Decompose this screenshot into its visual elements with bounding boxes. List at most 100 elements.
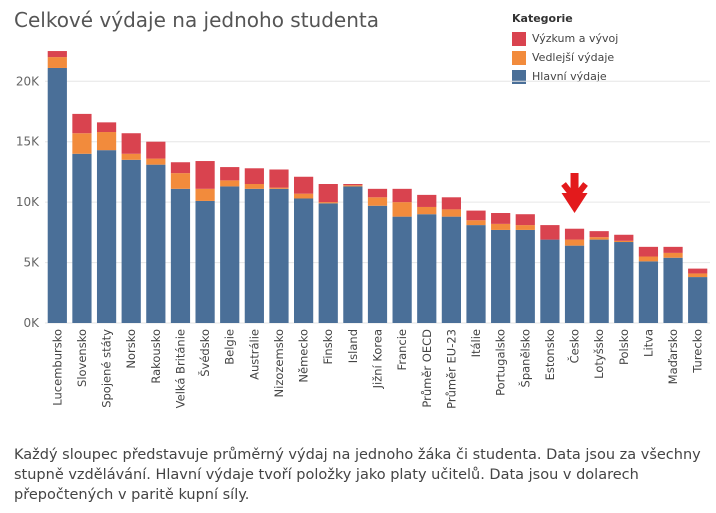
bar-segment[interactable] xyxy=(244,168,264,184)
bar-segment[interactable] xyxy=(491,223,511,230)
x-tick-label: Austrálie xyxy=(247,329,261,380)
bar-segment[interactable] xyxy=(96,122,117,133)
legend-item-core[interactable]: Hlavní výdaje xyxy=(512,67,618,86)
bar-segment[interactable] xyxy=(269,187,289,189)
bar-segment[interactable] xyxy=(466,225,486,323)
bar-segment[interactable] xyxy=(688,273,708,278)
bar-segment[interactable] xyxy=(663,246,683,253)
bar-segment[interactable] xyxy=(170,162,191,174)
bar-segment[interactable] xyxy=(367,205,388,323)
x-tick-label: Estonsko xyxy=(543,329,557,380)
bar-segment[interactable] xyxy=(466,210,486,221)
legend-item-research[interactable]: Výzkum a vývoj xyxy=(512,29,618,48)
bar-segment[interactable] xyxy=(638,246,659,257)
bar-segment[interactable] xyxy=(515,214,535,226)
bar-segment[interactable] xyxy=(663,257,683,323)
bar-segment[interactable] xyxy=(121,153,141,160)
bar-segment[interactable] xyxy=(614,240,634,243)
bar-segment[interactable] xyxy=(564,228,585,240)
x-tick-label: Nizozemsko xyxy=(272,329,286,397)
bar-segment[interactable] xyxy=(294,176,314,194)
x-tick-label: Průměr EU-23 xyxy=(444,329,458,409)
bar-segment[interactable] xyxy=(688,277,708,323)
x-tick-label: Spojené státy xyxy=(100,329,114,408)
legend-title: Kategorie xyxy=(512,12,573,25)
bar-segment[interactable] xyxy=(367,197,388,206)
bar-segment[interactable] xyxy=(294,193,314,199)
bar-segment[interactable] xyxy=(244,188,264,323)
bar-segment[interactable] xyxy=(441,197,461,210)
bar-segment[interactable] xyxy=(72,133,92,154)
bar-segment[interactable] xyxy=(220,167,240,181)
bar-segment[interactable] xyxy=(195,188,215,201)
bar-segment[interactable] xyxy=(47,67,67,324)
x-tick-label: Island xyxy=(346,329,360,363)
bar-segment[interactable] xyxy=(146,164,166,323)
bar-segment[interactable] xyxy=(638,256,659,262)
bar-segment[interactable] xyxy=(417,194,437,207)
legend-swatch-ancillary xyxy=(512,50,526,65)
bar-segment[interactable] xyxy=(417,206,437,215)
bar-segment[interactable] xyxy=(564,245,585,323)
bar-segment[interactable] xyxy=(72,153,92,323)
legend-label-ancillary: Vedlejší výdaje xyxy=(532,51,615,64)
bar-segment[interactable] xyxy=(589,231,609,238)
x-tick-label: Lotyšsko xyxy=(592,329,606,379)
bar-segment[interactable] xyxy=(638,261,659,323)
bar-segment[interactable] xyxy=(220,186,240,323)
bar-segment[interactable] xyxy=(491,229,511,323)
bar-segment[interactable] xyxy=(441,209,461,217)
bar-segment[interactable] xyxy=(318,203,338,323)
bar-segment[interactable] xyxy=(47,57,67,68)
bar-segment[interactable] xyxy=(564,239,585,246)
bar-segment[interactable] xyxy=(195,161,215,189)
bar-segment[interactable] xyxy=(318,184,338,203)
bar-segment[interactable] xyxy=(515,229,535,323)
bar-segment[interactable] xyxy=(515,225,535,230)
x-tick-label: Lucembursko xyxy=(50,329,64,406)
bar-segment[interactable] xyxy=(195,200,215,323)
bar-segment[interactable] xyxy=(663,252,683,258)
bar-segment[interactable] xyxy=(589,239,609,323)
x-tick-label: Polsko xyxy=(617,329,631,365)
bar-segment[interactable] xyxy=(343,184,363,186)
bar-segment[interactable] xyxy=(170,188,191,323)
bar-segment[interactable] xyxy=(367,188,388,198)
bar-segment[interactable] xyxy=(441,216,461,323)
x-tick-label: Turecko xyxy=(691,329,705,374)
legend-item-ancillary[interactable]: Vedlejší výdaje xyxy=(512,48,618,67)
x-tick-label: Velká Británie xyxy=(173,329,187,408)
bar-segment[interactable] xyxy=(47,51,67,58)
bar-segment[interactable] xyxy=(318,202,338,204)
bar-segment[interactable] xyxy=(146,141,166,159)
bar-segment[interactable] xyxy=(96,150,117,323)
bar-segment[interactable] xyxy=(614,234,634,241)
bar-segment[interactable] xyxy=(343,186,363,323)
bar-segment[interactable] xyxy=(269,188,289,323)
bar-segment[interactable] xyxy=(96,132,117,151)
bar-segment[interactable] xyxy=(466,220,486,226)
bar-segment[interactable] xyxy=(392,202,412,217)
bar-segment[interactable] xyxy=(244,184,264,189)
bar-segment[interactable] xyxy=(220,180,240,187)
bar-segment[interactable] xyxy=(491,213,511,224)
bar-segment[interactable] xyxy=(170,173,191,189)
bar-segment[interactable] xyxy=(540,225,560,240)
x-tick-label: Švédsko xyxy=(197,329,212,377)
x-tick-label: Norsko xyxy=(124,329,138,369)
x-tick-label: Belgie xyxy=(223,329,237,365)
bar-segment[interactable] xyxy=(72,113,92,134)
bar-segment[interactable] xyxy=(343,185,363,187)
bar-segment[interactable] xyxy=(146,158,166,165)
bar-segment[interactable] xyxy=(121,133,141,154)
bar-segment[interactable] xyxy=(614,242,634,323)
bar-segment[interactable] xyxy=(392,216,412,323)
bar-segment[interactable] xyxy=(294,198,314,323)
bar-segment[interactable] xyxy=(540,239,560,323)
bar-segment[interactable] xyxy=(269,169,289,188)
bar-segment[interactable] xyxy=(589,237,609,240)
bar-segment[interactable] xyxy=(121,159,141,323)
bar-segment[interactable] xyxy=(688,268,708,274)
bar-segment[interactable] xyxy=(392,188,412,203)
bar-segment[interactable] xyxy=(417,214,437,323)
